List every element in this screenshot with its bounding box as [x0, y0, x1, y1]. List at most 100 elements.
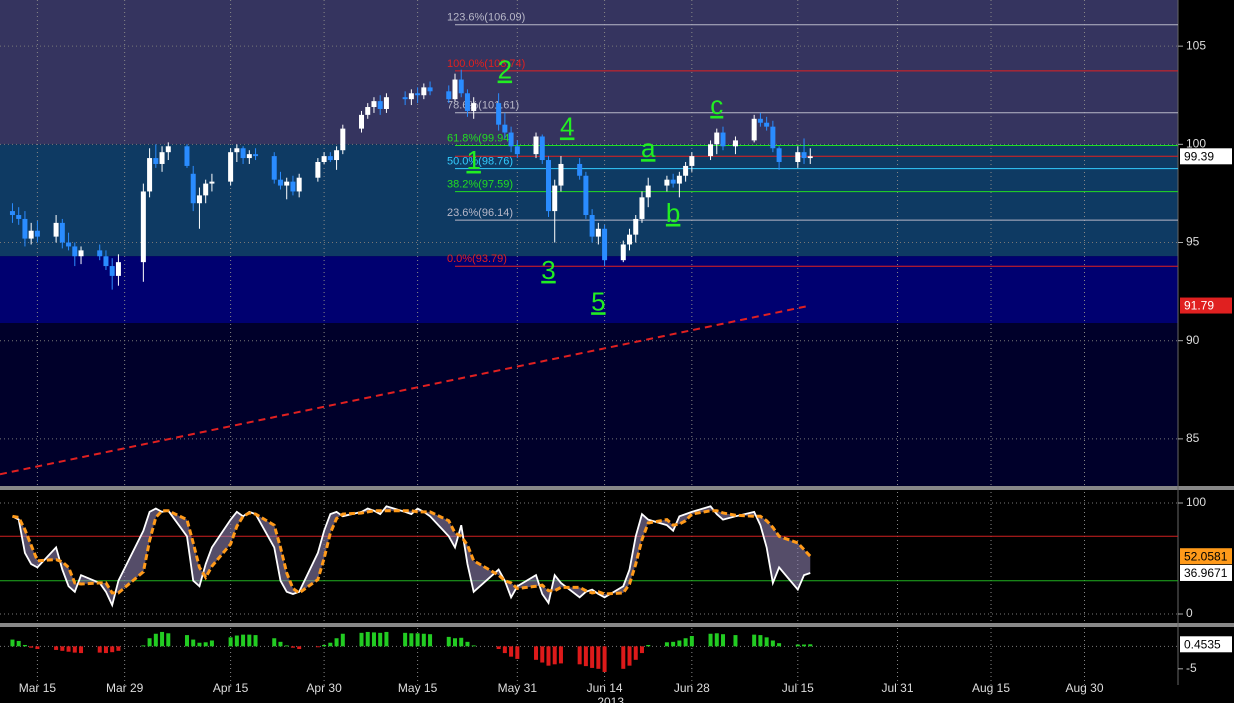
bar [166, 633, 171, 647]
bar [272, 638, 277, 647]
candle-body [340, 128, 346, 151]
bar [359, 632, 364, 647]
fib-label: 61.8%(99.94) [447, 132, 513, 144]
candle-body [602, 228, 608, 261]
candle-body [59, 222, 65, 243]
candle-body [558, 163, 564, 186]
candle-body [115, 262, 121, 276]
kd-fill [12, 506, 811, 606]
bar [29, 646, 34, 648]
y-tick-label: 0 [1186, 606, 1193, 620]
bar [671, 641, 676, 647]
bar [22, 644, 27, 647]
bar [689, 635, 694, 647]
candle-body [184, 146, 190, 166]
candle-body [334, 150, 340, 161]
bar [602, 646, 607, 672]
value-box [1180, 636, 1232, 653]
bar [558, 646, 563, 664]
candle-body [676, 175, 682, 184]
wave-label: 1 [466, 145, 480, 175]
bar [209, 640, 214, 647]
bar [79, 646, 84, 654]
candle-body [402, 97, 408, 100]
candle-body [751, 118, 757, 141]
candle-body [764, 122, 770, 127]
bar [197, 642, 202, 647]
bar [247, 634, 252, 647]
candle-body [327, 156, 333, 161]
candle-body [757, 118, 763, 123]
bar [515, 646, 520, 659]
bar [534, 646, 539, 660]
bar [639, 646, 644, 654]
bar [621, 646, 626, 669]
candle-body [633, 218, 639, 235]
x-tick-label: Jun 28 [674, 681, 710, 695]
x-tick-label: Mar 15 [19, 681, 57, 695]
bar [160, 631, 165, 647]
candle-body [595, 228, 601, 237]
trend-line [0, 304, 811, 476]
fib-label: 23.6%(96.14) [447, 207, 513, 219]
candle-body [277, 179, 283, 186]
bar [777, 643, 782, 647]
candle-body [452, 79, 458, 100]
bar [241, 634, 246, 647]
candle-body [620, 244, 626, 261]
bar [191, 639, 196, 647]
candle-body [140, 191, 146, 263]
candle-body [147, 158, 153, 192]
bar [110, 646, 115, 653]
bar [633, 646, 638, 660]
bar [808, 644, 813, 647]
candle-body [28, 230, 34, 239]
fib-label: 100.0%(103.74) [447, 58, 525, 70]
bar [60, 646, 65, 651]
bar [153, 633, 158, 647]
candle-body [97, 250, 103, 257]
bar [714, 633, 719, 647]
line-series [12, 509, 812, 596]
bar [315, 646, 320, 648]
bar [35, 646, 40, 650]
bar [116, 646, 121, 651]
candle-body [165, 146, 171, 153]
candle-body [458, 79, 464, 94]
bar [278, 641, 283, 647]
candle-body [639, 197, 645, 219]
candle-body [190, 173, 196, 204]
candle-body [577, 163, 583, 176]
bar [384, 631, 389, 647]
bar [452, 638, 457, 647]
bar [409, 633, 414, 647]
bar [234, 635, 239, 647]
wave-label: 5 [591, 286, 605, 316]
wave-label: c [710, 90, 723, 120]
x-tick-label: May 15 [398, 681, 438, 695]
bar [583, 646, 588, 667]
bar [446, 636, 451, 647]
bar [496, 646, 501, 650]
year-label: 2013 [597, 695, 624, 703]
candle-body [22, 218, 28, 239]
bar [770, 640, 775, 647]
wave-label: 2 [498, 55, 512, 85]
candle-body [315, 162, 321, 178]
bar [596, 646, 601, 669]
candle-body [271, 156, 277, 180]
candle-body [66, 242, 72, 247]
zone [0, 256, 1178, 324]
candle-body [109, 266, 115, 276]
fib-label: 38.2%(97.59) [447, 179, 513, 191]
candle-body [240, 148, 246, 159]
value-label: 99.39 [1184, 149, 1214, 163]
bar [284, 645, 289, 647]
x-tick-label: Jun 14 [587, 681, 623, 695]
candle-body [359, 114, 365, 129]
bar [290, 646, 295, 648]
wave-label: a [641, 133, 656, 163]
bar [103, 646, 108, 654]
